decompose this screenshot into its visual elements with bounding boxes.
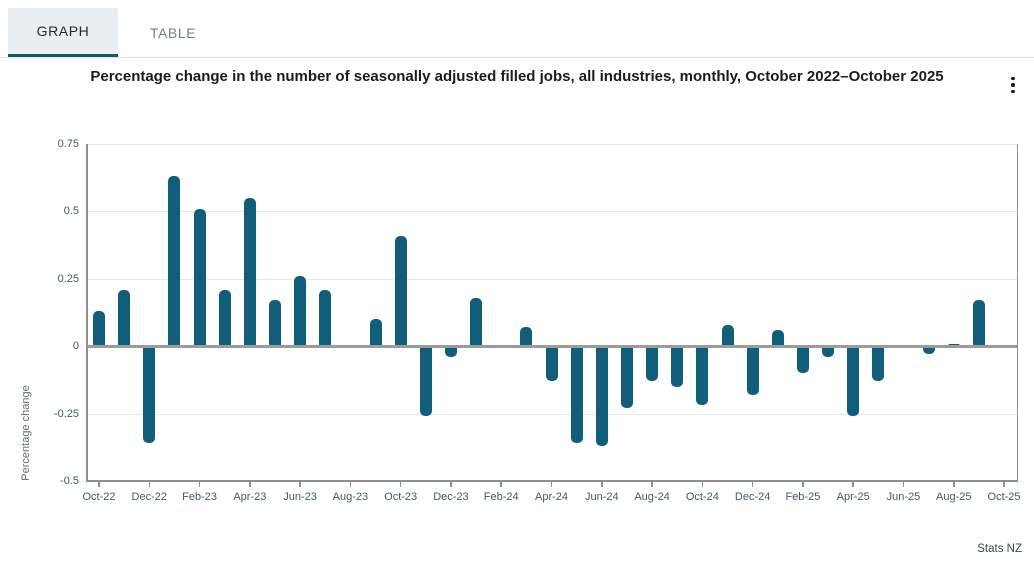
x-tick-label: Apr-25	[836, 491, 870, 503]
y-tick-label: 0.25	[57, 272, 79, 285]
bar[interactable]	[746, 346, 759, 395]
x-tick-mark	[198, 481, 201, 487]
tab-graph-label: GRAPH	[36, 23, 90, 39]
bar[interactable]	[268, 300, 281, 347]
x-tick-mark	[450, 481, 452, 487]
x-tick-mark	[902, 481, 905, 487]
x-tick-mark	[249, 481, 251, 487]
bar[interactable]	[972, 300, 985, 347]
y-tick-label: -0.5	[60, 475, 79, 487]
x-tick-label: Jun-23	[283, 491, 317, 503]
y-axis-title: Percentage change	[20, 385, 32, 481]
bar[interactable]	[193, 208, 206, 347]
x-tick-label: Aug-24	[634, 491, 670, 503]
x-tick-label: Dec-23	[433, 491, 469, 503]
x-tick-mark	[953, 481, 955, 487]
kebab-vertical-icon	[1011, 76, 1015, 81]
bar[interactable]	[721, 324, 734, 347]
tab-table[interactable]: TABLE	[118, 8, 228, 57]
x-tick-mark	[1003, 481, 1005, 487]
gridline	[87, 413, 1017, 415]
x-tick-mark	[601, 481, 603, 487]
x-tick-label: Feb-24	[483, 491, 519, 503]
y-tick-label: 0.75	[57, 138, 79, 150]
x-tick-label: Apr-23	[233, 491, 267, 503]
bar[interactable]	[118, 289, 131, 347]
source-attribution: Stats NZ	[977, 543, 1022, 555]
tab-table-label: TABLE	[149, 24, 197, 41]
bar[interactable]	[294, 276, 307, 347]
x-axis-line	[86, 480, 1018, 482]
bar[interactable]	[922, 346, 935, 355]
y-tick-label: 0.5	[63, 205, 79, 218]
bar[interactable]	[369, 319, 382, 347]
bar[interactable]	[520, 327, 533, 347]
x-tick-mark	[299, 481, 301, 487]
bar-chart: Percentage change 0.75 0.5 0.25 0 -0.25 -0.5 O…	[0, 120, 1034, 520]
x-tick-label: Dec-22	[131, 491, 167, 503]
x-tick-mark	[751, 481, 754, 487]
y-axis-line	[86, 144, 88, 481]
bar[interactable]	[696, 346, 709, 406]
x-tick-mark	[852, 481, 854, 487]
x-tick-label: Jun-24	[584, 491, 619, 503]
x-tick-mark	[802, 481, 804, 487]
plot-right-border	[1017, 144, 1018, 481]
bar[interactable]	[620, 346, 633, 409]
x-tick-label: Oct-24	[685, 491, 719, 503]
x-tick-mark	[500, 481, 502, 487]
bar[interactable]	[570, 346, 583, 444]
x-tick-label: Jun-25	[886, 491, 921, 503]
bar[interactable]	[218, 289, 231, 347]
bar[interactable]	[470, 297, 483, 347]
bar[interactable]	[319, 289, 332, 347]
gridline	[87, 278, 1017, 280]
bar[interactable]	[419, 346, 432, 417]
x-tick-label: Dec-24	[734, 491, 771, 503]
bar[interactable]	[872, 346, 885, 382]
x-tick-mark	[148, 481, 151, 487]
x-tick-label: Apr-24	[535, 491, 569, 503]
gridline	[87, 144, 1017, 145]
x-tick-mark	[651, 481, 653, 487]
x-tick-label: Feb-23	[182, 491, 217, 503]
title-row: Percentage change in the number of seaso…	[0, 66, 1034, 94]
x-tick-label: Aug-23	[332, 491, 369, 503]
bar[interactable]	[646, 346, 659, 382]
bar[interactable]	[671, 346, 684, 387]
kebab-vertical-icon	[1011, 89, 1015, 94]
tab-bar: GRAPH TABLE	[0, 8, 1034, 58]
chart-title: Percentage change in the number of seaso…	[90, 68, 944, 85]
bar[interactable]	[771, 330, 784, 347]
options-menu-button[interactable]	[1004, 72, 1022, 98]
bar[interactable]	[93, 311, 105, 347]
bar[interactable]	[545, 346, 558, 382]
x-tick-label: Oct-22	[82, 491, 116, 503]
bar[interactable]	[822, 346, 835, 357]
kebab-vertical-icon	[1011, 83, 1015, 87]
x-tick-mark	[98, 481, 100, 487]
bar[interactable]	[847, 346, 860, 417]
x-tick-mark	[399, 481, 402, 487]
bar[interactable]	[168, 176, 181, 347]
x-tick-label: Aug-25	[936, 491, 972, 503]
bar[interactable]	[394, 235, 407, 347]
x-tick-label: Oct-25	[987, 491, 1021, 503]
y-tick-label: 0	[72, 340, 79, 353]
x-tick-mark	[550, 481, 553, 487]
y-tick-label: -0.25	[53, 407, 79, 420]
bar[interactable]	[796, 346, 809, 374]
bar[interactable]	[143, 346, 156, 444]
x-tick-label: Oct-23	[384, 491, 418, 503]
gridline	[87, 211, 1017, 213]
x-tick-mark	[349, 481, 352, 487]
bar[interactable]	[243, 197, 256, 347]
bar[interactable]	[595, 346, 608, 446]
bar[interactable]	[444, 346, 457, 357]
zero-line	[87, 344, 1017, 348]
x-tick-label: Feb-25	[785, 491, 821, 503]
tab-graph[interactable]: GRAPH	[8, 8, 118, 57]
x-tick-mark	[701, 481, 704, 487]
